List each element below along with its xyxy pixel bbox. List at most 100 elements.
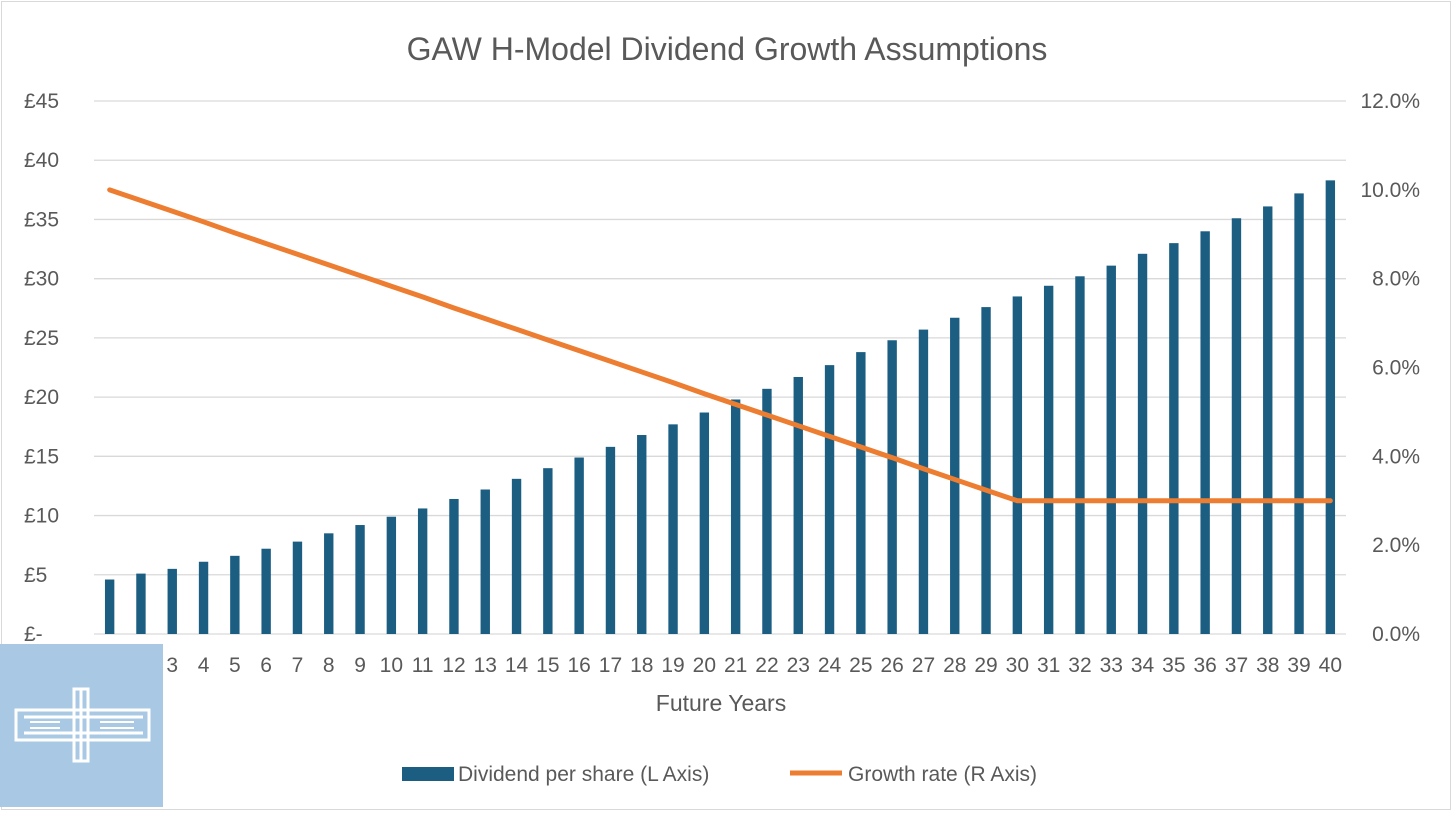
dividend-bar [1263, 206, 1273, 634]
legend-label-growth: Growth rate (R Axis) [848, 763, 1037, 786]
x-tick-label: 5 [229, 654, 241, 677]
x-tick-label: 28 [943, 654, 966, 677]
x-tick-label: 6 [260, 654, 272, 677]
chart-title: GAW H-Model Dividend Growth Assumptions [407, 31, 1048, 67]
left-tick-label: £15 [24, 445, 59, 468]
right-axis-ticks: 0.0% 2.0% 4.0% 6.0% 8.0% 10.0% 12.0% [1360, 90, 1420, 646]
dividend-bar [637, 435, 647, 634]
x-tick-label: 37 [1225, 654, 1248, 677]
x-tick-label: 18 [630, 654, 653, 677]
x-axis-ticks: 1234567891011121314151617181920212223242… [104, 654, 1342, 677]
legend-swatch-dividend [402, 767, 454, 781]
dividend-bar [730, 399, 741, 634]
dividend-bar [762, 388, 772, 634]
x-tick-label: 9 [354, 654, 366, 677]
dividend-bar [668, 424, 678, 634]
dividend-bar [324, 533, 334, 634]
x-tick-label: 16 [567, 654, 590, 677]
dividend-bar [167, 568, 177, 634]
x-tick-label: 22 [755, 654, 778, 677]
dividend-bar [230, 555, 240, 634]
dividend-bar [543, 468, 553, 634]
dividend-bar [1325, 180, 1336, 634]
dividend-bar [824, 365, 835, 634]
legend: Dividend per share (L Axis) Growth rate … [402, 763, 1037, 786]
dividend-bar [1075, 276, 1085, 634]
dividend-bar [417, 508, 428, 634]
dividend-bar [136, 573, 146, 634]
dividend-bar [574, 457, 584, 634]
x-tick-label: 13 [474, 654, 497, 677]
x-tick-label: 21 [724, 654, 747, 677]
growth-line-layer [107, 187, 1333, 504]
x-tick-label: 12 [442, 654, 465, 677]
dividend-bar [918, 329, 929, 634]
dividend-bar [1137, 253, 1148, 634]
right-tick-label: 8.0% [1372, 268, 1420, 291]
growth-rate-line [107, 187, 1333, 504]
dividend-bar [1043, 285, 1054, 634]
x-tick-label: 8 [323, 654, 335, 677]
x-tick-label: 32 [1068, 654, 1091, 677]
x-tick-label: 35 [1162, 654, 1185, 677]
dividend-bar [104, 579, 115, 634]
legend-label-dividend: Dividend per share (L Axis) [458, 763, 709, 786]
dividend-bars [104, 180, 1336, 635]
right-tick-label: 6.0% [1372, 357, 1420, 380]
dividend-bar [856, 352, 866, 634]
x-tick-label: 36 [1193, 654, 1216, 677]
dividend-bar [511, 478, 522, 634]
gridlines [94, 100, 1346, 635]
x-tick-label: 7 [292, 654, 304, 677]
left-tick-label: £20 [24, 386, 59, 409]
right-tick-label: 0.0% [1372, 623, 1420, 646]
x-tick-label: 19 [661, 654, 684, 677]
right-tick-label: 10.0% [1360, 179, 1420, 202]
dividend-bar [605, 446, 616, 634]
left-axis-ticks: £- £5 £10 £15 £20 £25 £30 £35 £40 £45 [24, 90, 59, 646]
dividend-bar [198, 561, 209, 634]
left-tick-label: £35 [24, 208, 59, 231]
dividend-bar [950, 317, 960, 634]
x-axis-title: Future Years [656, 690, 786, 716]
x-tick-label: 33 [1100, 654, 1123, 677]
left-tick-label: £30 [24, 268, 59, 291]
dividend-bar [1200, 231, 1210, 635]
dividend-bar [480, 489, 490, 634]
x-tick-label: 20 [693, 654, 716, 677]
x-tick-label: 17 [599, 654, 622, 677]
x-tick-label: 29 [974, 654, 997, 677]
x-tick-label: 4 [198, 654, 210, 677]
x-tick-label: 14 [505, 654, 529, 677]
x-tick-label: 25 [849, 654, 872, 677]
dividend-bar [1231, 218, 1242, 634]
right-tick-label: 4.0% [1372, 445, 1420, 468]
dividend-bar [1012, 296, 1023, 634]
x-tick-label: 11 [412, 654, 434, 677]
x-tick-label: 10 [380, 654, 403, 677]
right-tick-label: 12.0% [1360, 90, 1420, 113]
dividend-bar [699, 412, 710, 634]
x-tick-label: 34 [1131, 654, 1155, 677]
x-tick-label: 40 [1319, 654, 1342, 677]
x-tick-label: 23 [787, 654, 810, 677]
dividend-bar [793, 376, 803, 634]
logo-icon [14, 687, 151, 763]
dividend-bar [1106, 265, 1116, 634]
dividend-bar [981, 307, 991, 634]
left-tick-label: £45 [24, 90, 59, 113]
left-tick-label: £40 [24, 149, 59, 172]
dividend-bar [261, 548, 271, 634]
left-tick-label: £25 [24, 327, 59, 350]
right-tick-label: 2.0% [1372, 534, 1420, 557]
x-tick-label: 31 [1037, 654, 1060, 677]
left-tick-label: £- [24, 623, 43, 646]
logo-badge [0, 644, 163, 807]
x-tick-label: 30 [1006, 654, 1029, 677]
x-tick-label: 24 [818, 654, 842, 677]
dividend-bar [1169, 243, 1179, 634]
dividend-bar [887, 340, 897, 634]
left-tick-label: £10 [24, 505, 59, 528]
